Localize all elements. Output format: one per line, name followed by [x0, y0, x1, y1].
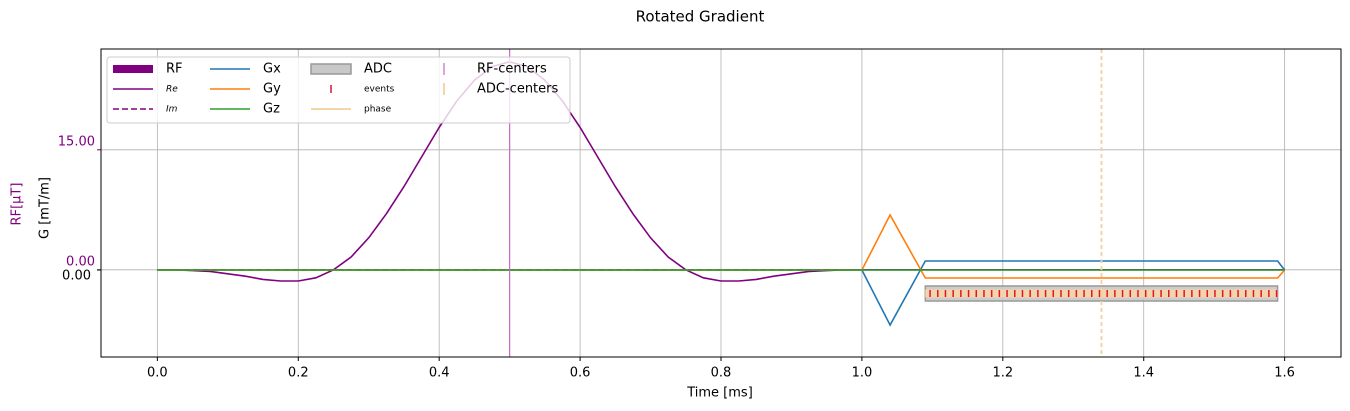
legend-label: Re [166, 85, 178, 95]
x-tick-label: 0.0 [147, 366, 168, 381]
legend-label: Gy [263, 82, 281, 97]
y2-tick-label: 15.00 [58, 134, 95, 149]
legend-box [106, 56, 571, 124]
legend-label: ADC-centers [477, 82, 558, 97]
legend-label: RF [166, 62, 183, 77]
legend-symbol [113, 65, 153, 73]
legend-symbol [310, 63, 352, 75]
x-tick-label: 1.6 [1274, 366, 1295, 381]
x-tick-label: 1.4 [1133, 366, 1154, 381]
x-tick-label: 1.0 [852, 366, 873, 381]
y-axis-label: G [mT/m] [38, 177, 53, 239]
x-tick-label: 0.4 [429, 366, 450, 381]
legend-label: Gz [263, 102, 280, 117]
y-tick-label: 0.00 [62, 269, 91, 284]
y2-axis-label: RF[μT] [10, 183, 25, 226]
legend-label: phase [364, 105, 392, 115]
x-axis-label: Time [ms] [686, 386, 753, 401]
y2-tick-label: 0.00 [66, 254, 95, 269]
legend-label: Im [166, 105, 178, 115]
plot-frame [100, 48, 1342, 358]
x-tick-label: 0.8 [711, 366, 732, 381]
legend-label: RF-centers [477, 62, 547, 77]
legend-label: Gx [263, 62, 281, 77]
legend-label: ADC [364, 62, 392, 77]
x-tick-label: 1.2 [992, 366, 1013, 381]
x-tick-label: 0.2 [288, 366, 309, 381]
legend-label: events [364, 85, 395, 95]
x-tick-label: 0.6 [570, 366, 591, 381]
chart-title: Rotated Gradient [636, 8, 765, 26]
